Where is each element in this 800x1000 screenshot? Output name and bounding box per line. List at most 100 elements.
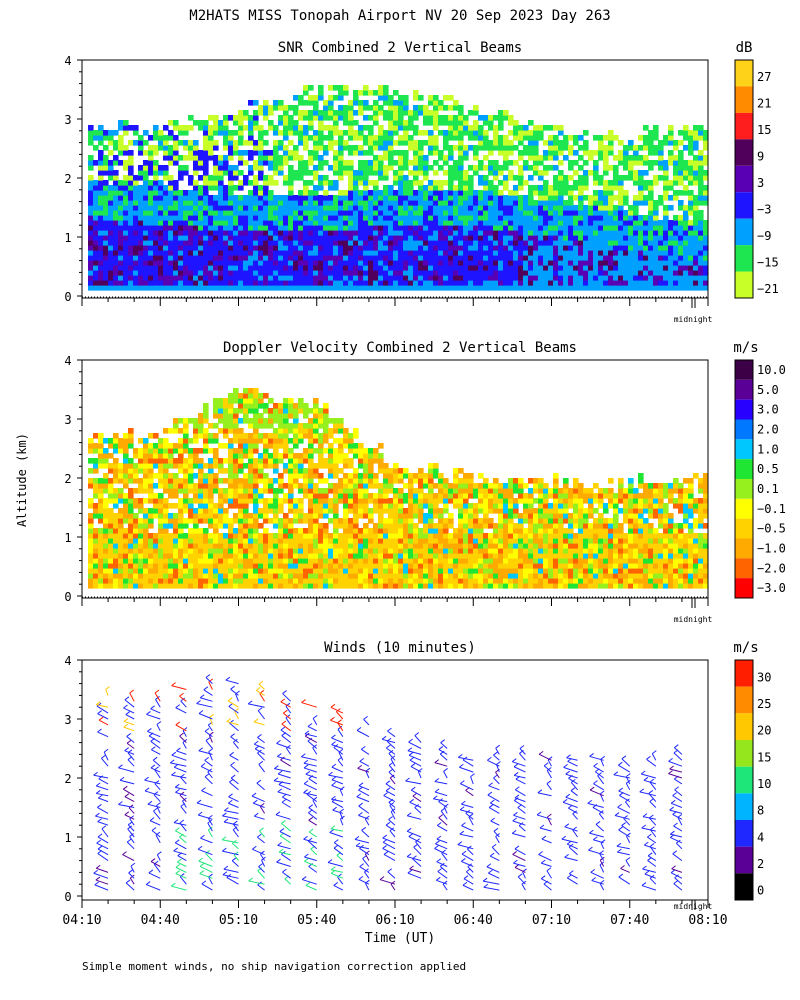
- snr-cell: [558, 180, 564, 186]
- snr-cell: [108, 195, 114, 201]
- doppler-cell: [203, 463, 209, 469]
- snr-cell: [198, 165, 204, 171]
- doppler-cell: [103, 573, 109, 579]
- snr-cell: [103, 145, 109, 151]
- snr-cell: [638, 265, 644, 271]
- snr-cell: [328, 220, 334, 226]
- snr-cell: [403, 240, 409, 246]
- snr-cell: [168, 235, 174, 241]
- snr-cell: [158, 220, 164, 226]
- doppler-cell: [258, 548, 264, 554]
- snr-cell: [328, 180, 334, 186]
- snr-cell: [378, 250, 384, 256]
- snr-cell: [383, 215, 389, 221]
- snr-cell: [473, 240, 479, 246]
- doppler-cell: [93, 468, 99, 474]
- doppler-cell: [218, 573, 224, 579]
- snr-cell: [603, 150, 609, 156]
- doppler-cell: [103, 583, 109, 589]
- doppler-cell: [183, 533, 189, 539]
- snr-cell: [528, 155, 534, 161]
- doppler-cell: [278, 568, 284, 574]
- snr-cell: [628, 240, 634, 246]
- snr-cell: [448, 125, 454, 131]
- snr-cell: [458, 160, 464, 166]
- snr-cell: [348, 225, 354, 231]
- doppler-cell: [108, 513, 114, 519]
- snr-cell: [263, 270, 269, 276]
- snr-cell: [153, 200, 159, 206]
- snr-cell: [703, 170, 708, 176]
- snr-cell: [373, 205, 379, 211]
- doppler-cell: [238, 463, 244, 469]
- snr-cell: [323, 285, 329, 291]
- snr-cell: [93, 195, 99, 201]
- snr-cell: [133, 200, 139, 206]
- snr-cell: [98, 230, 104, 236]
- doppler-cell: [253, 458, 259, 464]
- snr-cell: [693, 170, 699, 176]
- snr-cell: [338, 140, 344, 146]
- doppler-cell: [133, 518, 139, 524]
- snr-cell: [618, 200, 624, 206]
- snr-cell: [533, 285, 539, 291]
- doppler-cell: [143, 583, 149, 589]
- doppler-cell: [98, 533, 104, 539]
- snr-cell: [558, 150, 564, 156]
- snr-cell: [393, 180, 399, 186]
- snr-cell: [243, 115, 249, 121]
- snr-cell: [378, 155, 384, 161]
- snr-cell: [363, 200, 369, 206]
- doppler-cell: [153, 578, 159, 584]
- snr-cell: [658, 250, 664, 256]
- snr-cell: [613, 165, 619, 171]
- snr-cell: [573, 140, 579, 146]
- doppler-cell: [178, 543, 184, 549]
- doppler-cell: [128, 518, 134, 524]
- doppler-cell: [118, 568, 124, 574]
- snr-cell: [228, 255, 234, 261]
- snr-cell: [433, 265, 439, 271]
- snr-cell: [658, 165, 664, 171]
- snr-cell: [133, 240, 139, 246]
- doppler-cell: [118, 573, 124, 579]
- snr-cell: [638, 235, 644, 241]
- doppler-cell: [98, 453, 104, 459]
- snr-cell: [173, 280, 179, 286]
- doppler-cell: [243, 548, 249, 554]
- doppler-cell: [263, 418, 269, 424]
- snr-cell: [293, 110, 299, 116]
- doppler-cell: [148, 523, 154, 529]
- snr-cell: [603, 200, 609, 206]
- snr-cell: [693, 260, 699, 266]
- doppler-cell: [233, 418, 239, 424]
- snr-cell: [178, 220, 184, 226]
- snr-cell: [423, 235, 429, 241]
- snr-cell: [358, 270, 364, 276]
- snr-cell: [533, 255, 539, 261]
- doppler-cell: [128, 538, 134, 544]
- snr-cell: [693, 195, 699, 201]
- snr-cell: [488, 115, 494, 121]
- snr-cell: [473, 190, 479, 196]
- doppler-cell: [113, 568, 119, 574]
- doppler-cell: [158, 473, 164, 479]
- snr-cell: [378, 260, 384, 266]
- snr-cell: [253, 230, 259, 236]
- snr-cell: [123, 200, 129, 206]
- doppler-cell: [123, 458, 129, 464]
- snr-cell: [658, 140, 664, 146]
- doppler-cell: [218, 458, 224, 464]
- snr-cell: [398, 250, 404, 256]
- snr-cell: [408, 245, 414, 251]
- snr-cell: [123, 235, 129, 241]
- doppler-cell: [138, 583, 144, 589]
- doppler-cell: [228, 443, 234, 449]
- snr-cell: [488, 180, 494, 186]
- snr-cell: [138, 230, 144, 236]
- snr-cell: [698, 180, 704, 186]
- snr-cell: [108, 275, 114, 281]
- doppler-cell: [203, 443, 209, 449]
- doppler-cell: [178, 418, 184, 424]
- snr-cell: [553, 285, 559, 291]
